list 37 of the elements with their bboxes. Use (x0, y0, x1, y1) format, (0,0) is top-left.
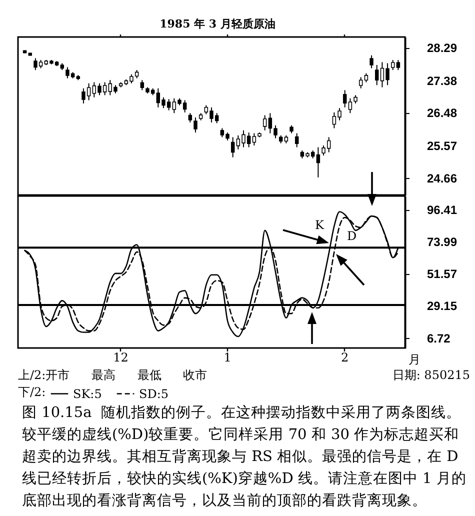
chart-title: 1985 年 3 月轻质原油 (160, 17, 276, 30)
annotation: K (315, 217, 324, 233)
y-tick-label: 73.99 (427, 234, 458, 249)
x-tick-label: 1 (224, 350, 232, 364)
candlestick (262, 114, 267, 131)
candlestick (348, 98, 352, 114)
annotation: D (347, 228, 357, 244)
candlestick (294, 132, 299, 148)
candlestick (230, 136, 235, 158)
y-tick-label: 27.38 (427, 74, 458, 88)
caption: 图 10.15a 随机指数的例子。在这种摆动指数中采用了两条图线。较平缓的虚线(%D)较重要。它同样采用 70 和 30 作为标志超买和超卖的边界线。其相互背离现象与 RS 相似。最强的信号是，在 D 线已经转折后，较快的实线(%K)穿越%D 线。请注意在图中 1 月的底部出现的看涨背离信号，以及当前的顶部的看跌背离现象。 (22, 404, 468, 511)
candlestick (358, 76, 363, 89)
x-axis-title: 月 (408, 352, 420, 366)
y-tick-label: 25.57 (427, 138, 458, 153)
text: 上/2:开市 最高 最低 收市 (18, 367, 208, 383)
candlestick (316, 146, 320, 178)
candlestick (370, 54, 374, 69)
y-tick-label: 24.66 (427, 171, 458, 186)
candlestick (194, 116, 198, 134)
y-tick-label: 29.15 (427, 299, 458, 314)
legend-title: 下/2: (18, 385, 46, 399)
y-tick-label: 96.41 (427, 202, 458, 217)
candlestick (374, 64, 379, 86)
candlestick (391, 59, 395, 71)
candlestick (188, 112, 192, 123)
text: 日期: 850215 (392, 367, 470, 383)
y-tick-label: 26.48 (427, 106, 458, 120)
y-tick-label: 28.29 (427, 41, 458, 56)
x-tick-label: 12 (113, 350, 128, 364)
candlestick (342, 90, 347, 108)
y-tick-label: 51.57 (427, 267, 458, 282)
y-tick-label: 6.72 (427, 331, 451, 346)
legend-label: SD:5 (139, 386, 169, 401)
candlestick (396, 59, 400, 71)
x-tick-label: 2 (341, 350, 349, 364)
candlestick (140, 80, 144, 91)
legend-label: SK:5 (73, 386, 102, 401)
